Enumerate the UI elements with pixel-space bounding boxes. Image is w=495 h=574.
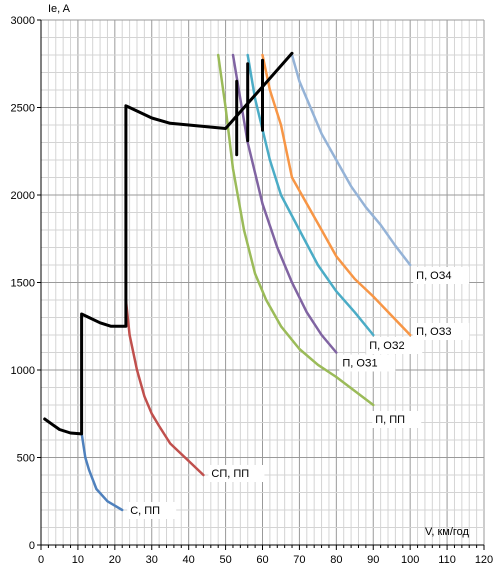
grid xyxy=(40,19,485,546)
series-label: П, ПП xyxy=(375,414,405,426)
series-label: П, ОЗ3 xyxy=(416,326,451,338)
y-tick-label: 3000 xyxy=(11,15,35,27)
x-tick-label: 110 xyxy=(438,554,456,566)
y-tick-label: 1500 xyxy=(11,278,35,290)
series-label-box xyxy=(208,465,265,482)
x-tick-label: 50 xyxy=(219,554,231,566)
series-line-4 xyxy=(246,53,375,337)
y-tick-label: 0 xyxy=(29,540,35,552)
x-axis-title: V, км/год xyxy=(425,526,470,538)
series-line-5 xyxy=(261,53,412,337)
x-tick-label: 20 xyxy=(109,554,121,566)
x-tick-label: 60 xyxy=(256,554,268,566)
envelope-line xyxy=(43,51,294,436)
series-label: П, ОЗ4 xyxy=(416,270,451,282)
series-line-3 xyxy=(231,53,338,354)
series-line-1 xyxy=(124,298,205,477)
y-tick-label: 500 xyxy=(17,453,35,465)
series-label-box xyxy=(372,411,422,428)
series-label-box xyxy=(339,354,396,372)
x-tick-label: 40 xyxy=(183,554,195,566)
series-label: С, ПП xyxy=(130,505,160,517)
y-axis-title: Ie, A xyxy=(48,3,71,15)
series-labels: С, ПП СП, ПП П, ПП П, ОЗ1 П, ОЗ2 П, ОЗ3 П, ОЗ4 xyxy=(127,267,470,519)
y-tick-label: 2500 xyxy=(11,103,35,115)
series-line-0 xyxy=(80,431,124,512)
x-tick-label: 120 xyxy=(475,554,493,566)
x-tick-label: 90 xyxy=(367,554,379,566)
x-tick-label: 30 xyxy=(146,554,158,566)
x-tick-label: 100 xyxy=(401,554,419,566)
x-tick-label: 0 xyxy=(38,554,44,566)
y-tick-label: 2000 xyxy=(11,190,35,202)
x-tick-label: 80 xyxy=(330,554,342,566)
series-group xyxy=(43,51,412,512)
x-tick-label: 70 xyxy=(293,554,305,566)
x-tick-label: 10 xyxy=(72,554,84,566)
y-tick-label: 1000 xyxy=(11,365,35,377)
series-label-box xyxy=(413,267,470,284)
series-label: СП, ПП xyxy=(211,468,249,480)
axes: 0 500 1000 1500 2000 2500 3000 0 10 20 30 40 50 60 70 8… xyxy=(11,15,494,566)
series-line-2 xyxy=(216,53,375,407)
series-line-6 xyxy=(290,53,412,267)
series-label: П, ОЗ2 xyxy=(369,340,404,352)
series-label-box xyxy=(127,502,177,519)
series-label: П, ОЗ1 xyxy=(342,358,377,370)
series-label-box xyxy=(413,323,470,340)
series-label-box xyxy=(366,337,423,354)
